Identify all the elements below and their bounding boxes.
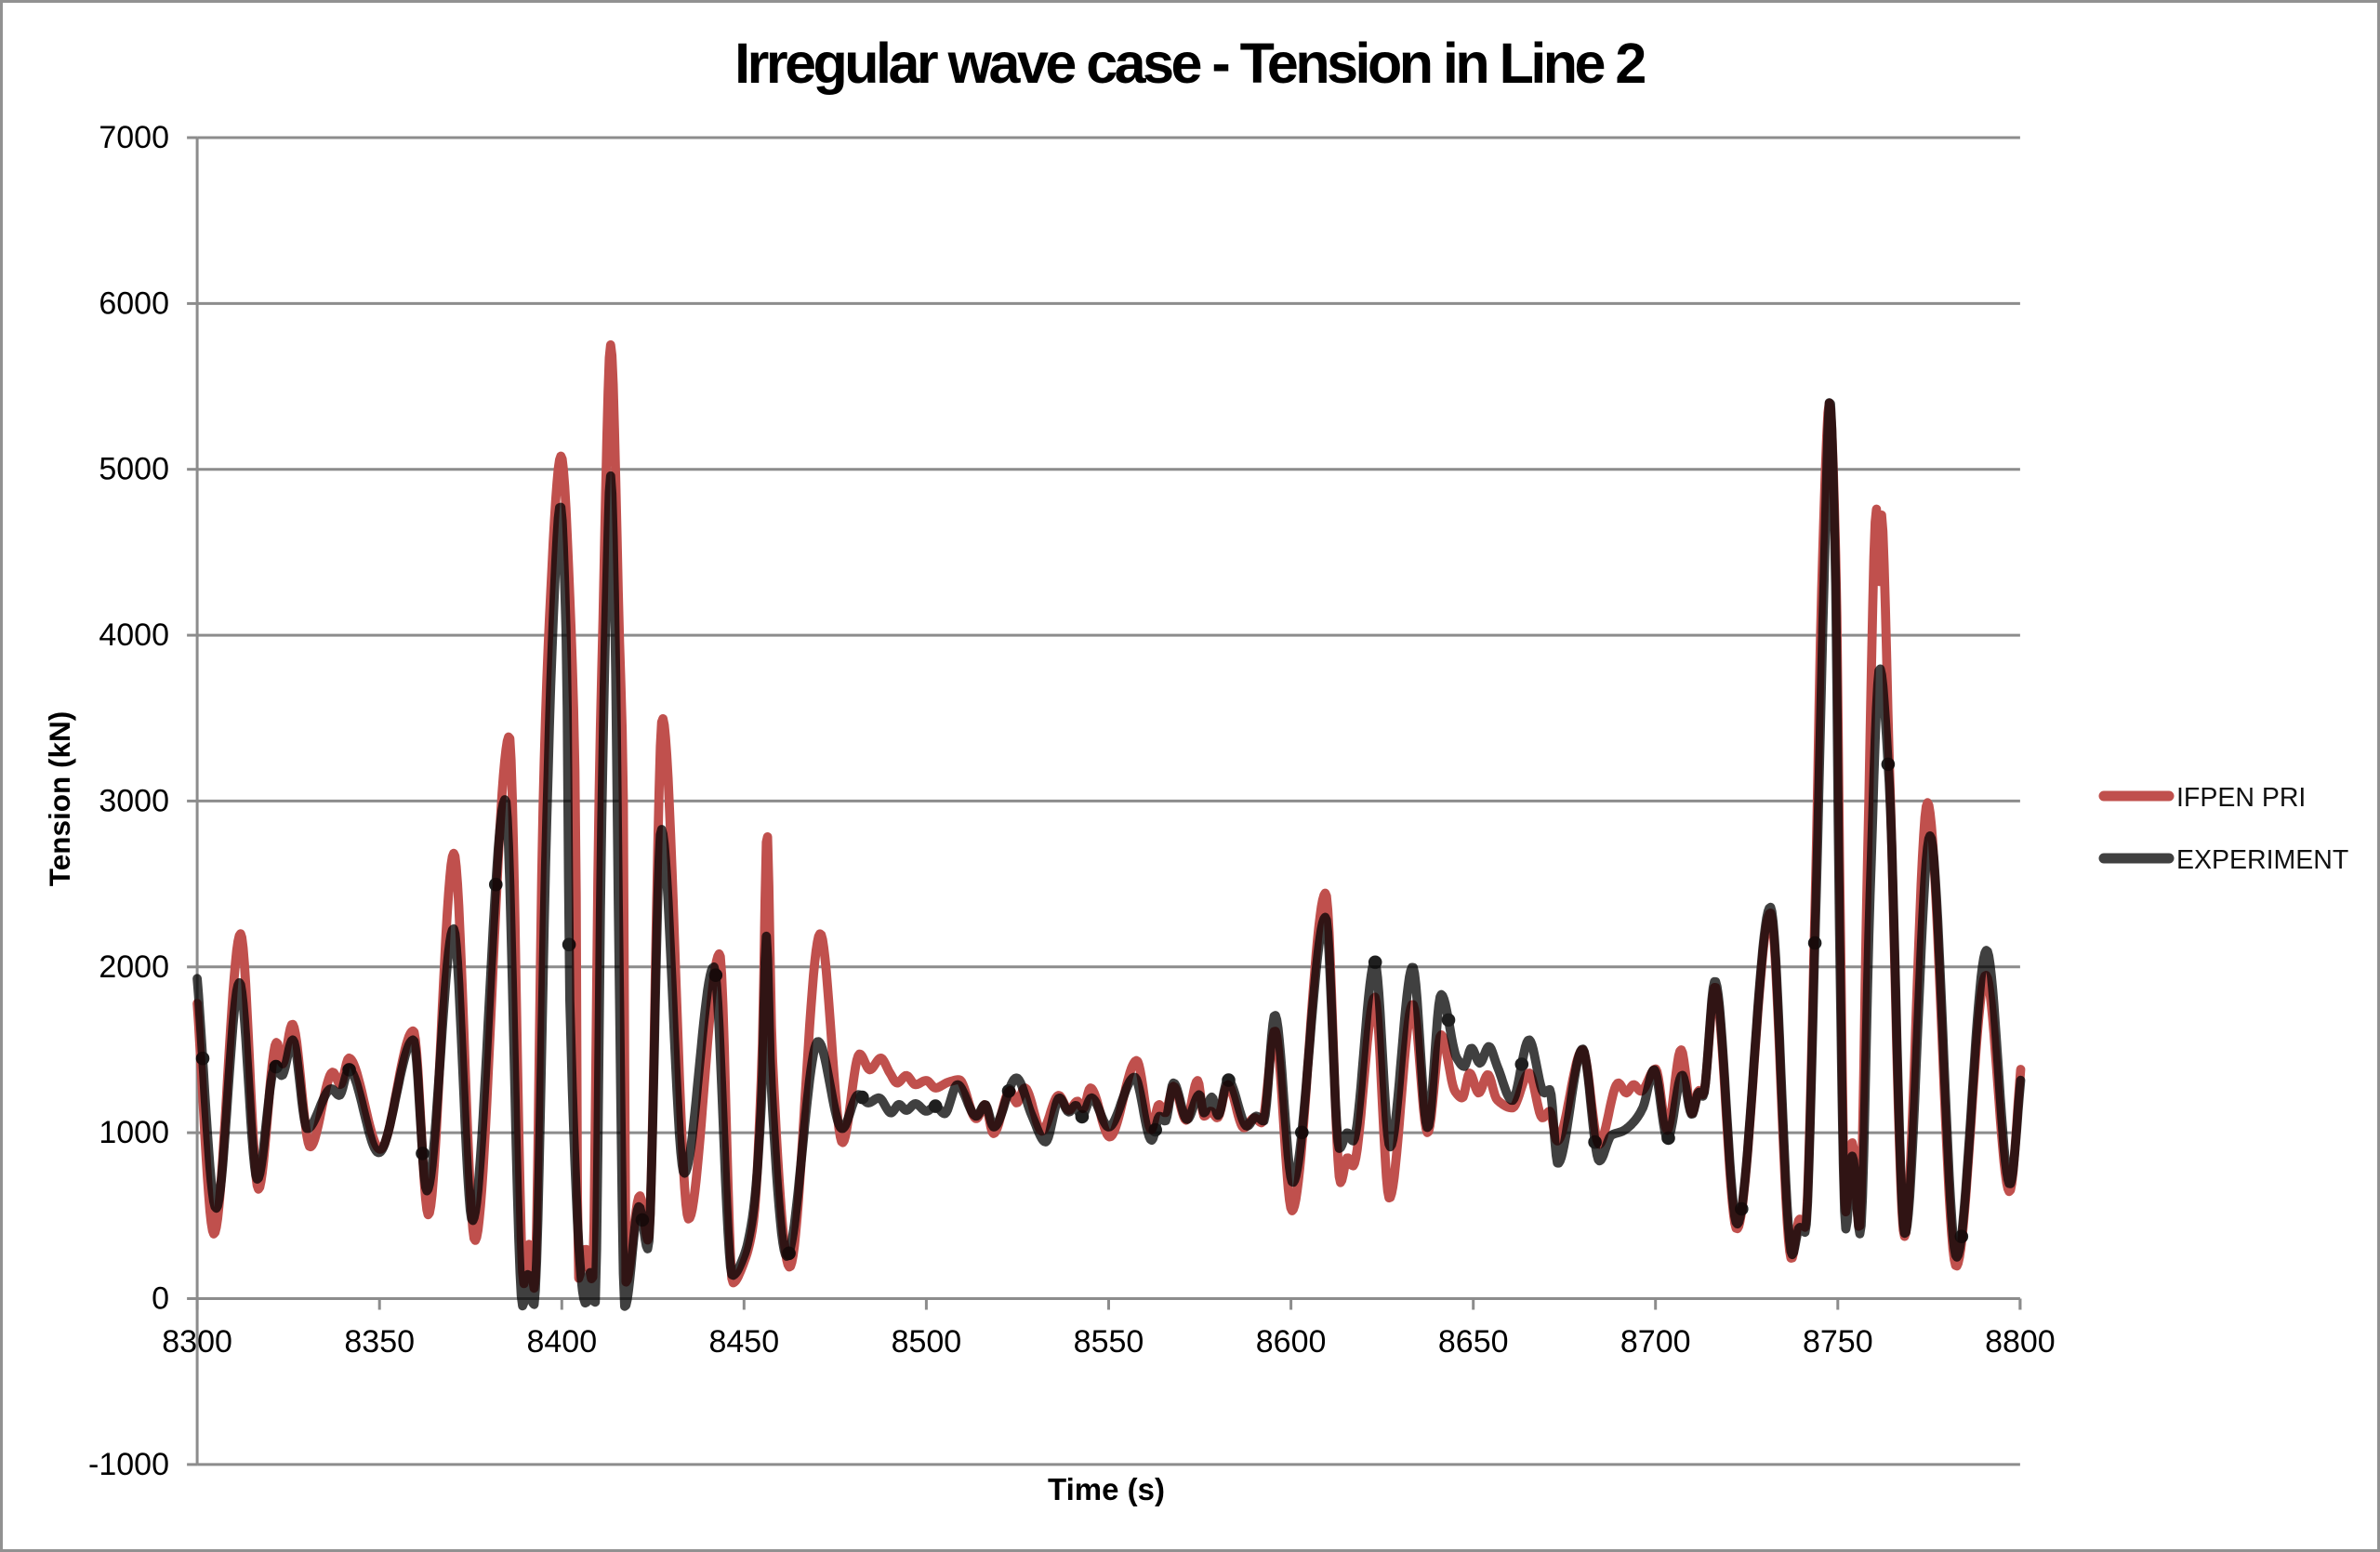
- svg-text:8600: 8600: [1256, 1324, 1327, 1360]
- svg-text:3000: 3000: [99, 783, 169, 818]
- svg-text:7000: 7000: [99, 120, 169, 155]
- svg-text:8350: 8350: [344, 1324, 415, 1360]
- svg-text:2000: 2000: [99, 949, 169, 985]
- svg-text:5000: 5000: [99, 452, 169, 487]
- svg-text:8500: 8500: [892, 1324, 962, 1360]
- svg-text:0: 0: [152, 1281, 169, 1317]
- svg-text:Irregular wave case - Tension: Irregular wave case - Tension in Line 2: [734, 32, 1645, 95]
- svg-text:8800: 8800: [1985, 1324, 2056, 1360]
- svg-text:8400: 8400: [526, 1324, 597, 1360]
- svg-text:8700: 8700: [1620, 1324, 1691, 1360]
- svg-text:4000: 4000: [99, 617, 169, 653]
- svg-text:EXPERIMENT: EXPERIMENT: [2176, 845, 2348, 875]
- svg-text:1000: 1000: [99, 1115, 169, 1150]
- svg-text:IFPEN PRI: IFPEN PRI: [2176, 783, 2306, 813]
- svg-text:8750: 8750: [1803, 1324, 1873, 1360]
- svg-text:Time (s): Time (s): [1048, 1472, 1165, 1506]
- svg-text:-1000: -1000: [88, 1447, 169, 1482]
- svg-text:8550: 8550: [1074, 1324, 1144, 1360]
- svg-text:8650: 8650: [1438, 1324, 1509, 1360]
- svg-text:8450: 8450: [708, 1324, 779, 1360]
- svg-text:8300: 8300: [162, 1324, 232, 1360]
- svg-text:6000: 6000: [99, 285, 169, 321]
- svg-text:Tension (kN): Tension (kN): [43, 711, 76, 886]
